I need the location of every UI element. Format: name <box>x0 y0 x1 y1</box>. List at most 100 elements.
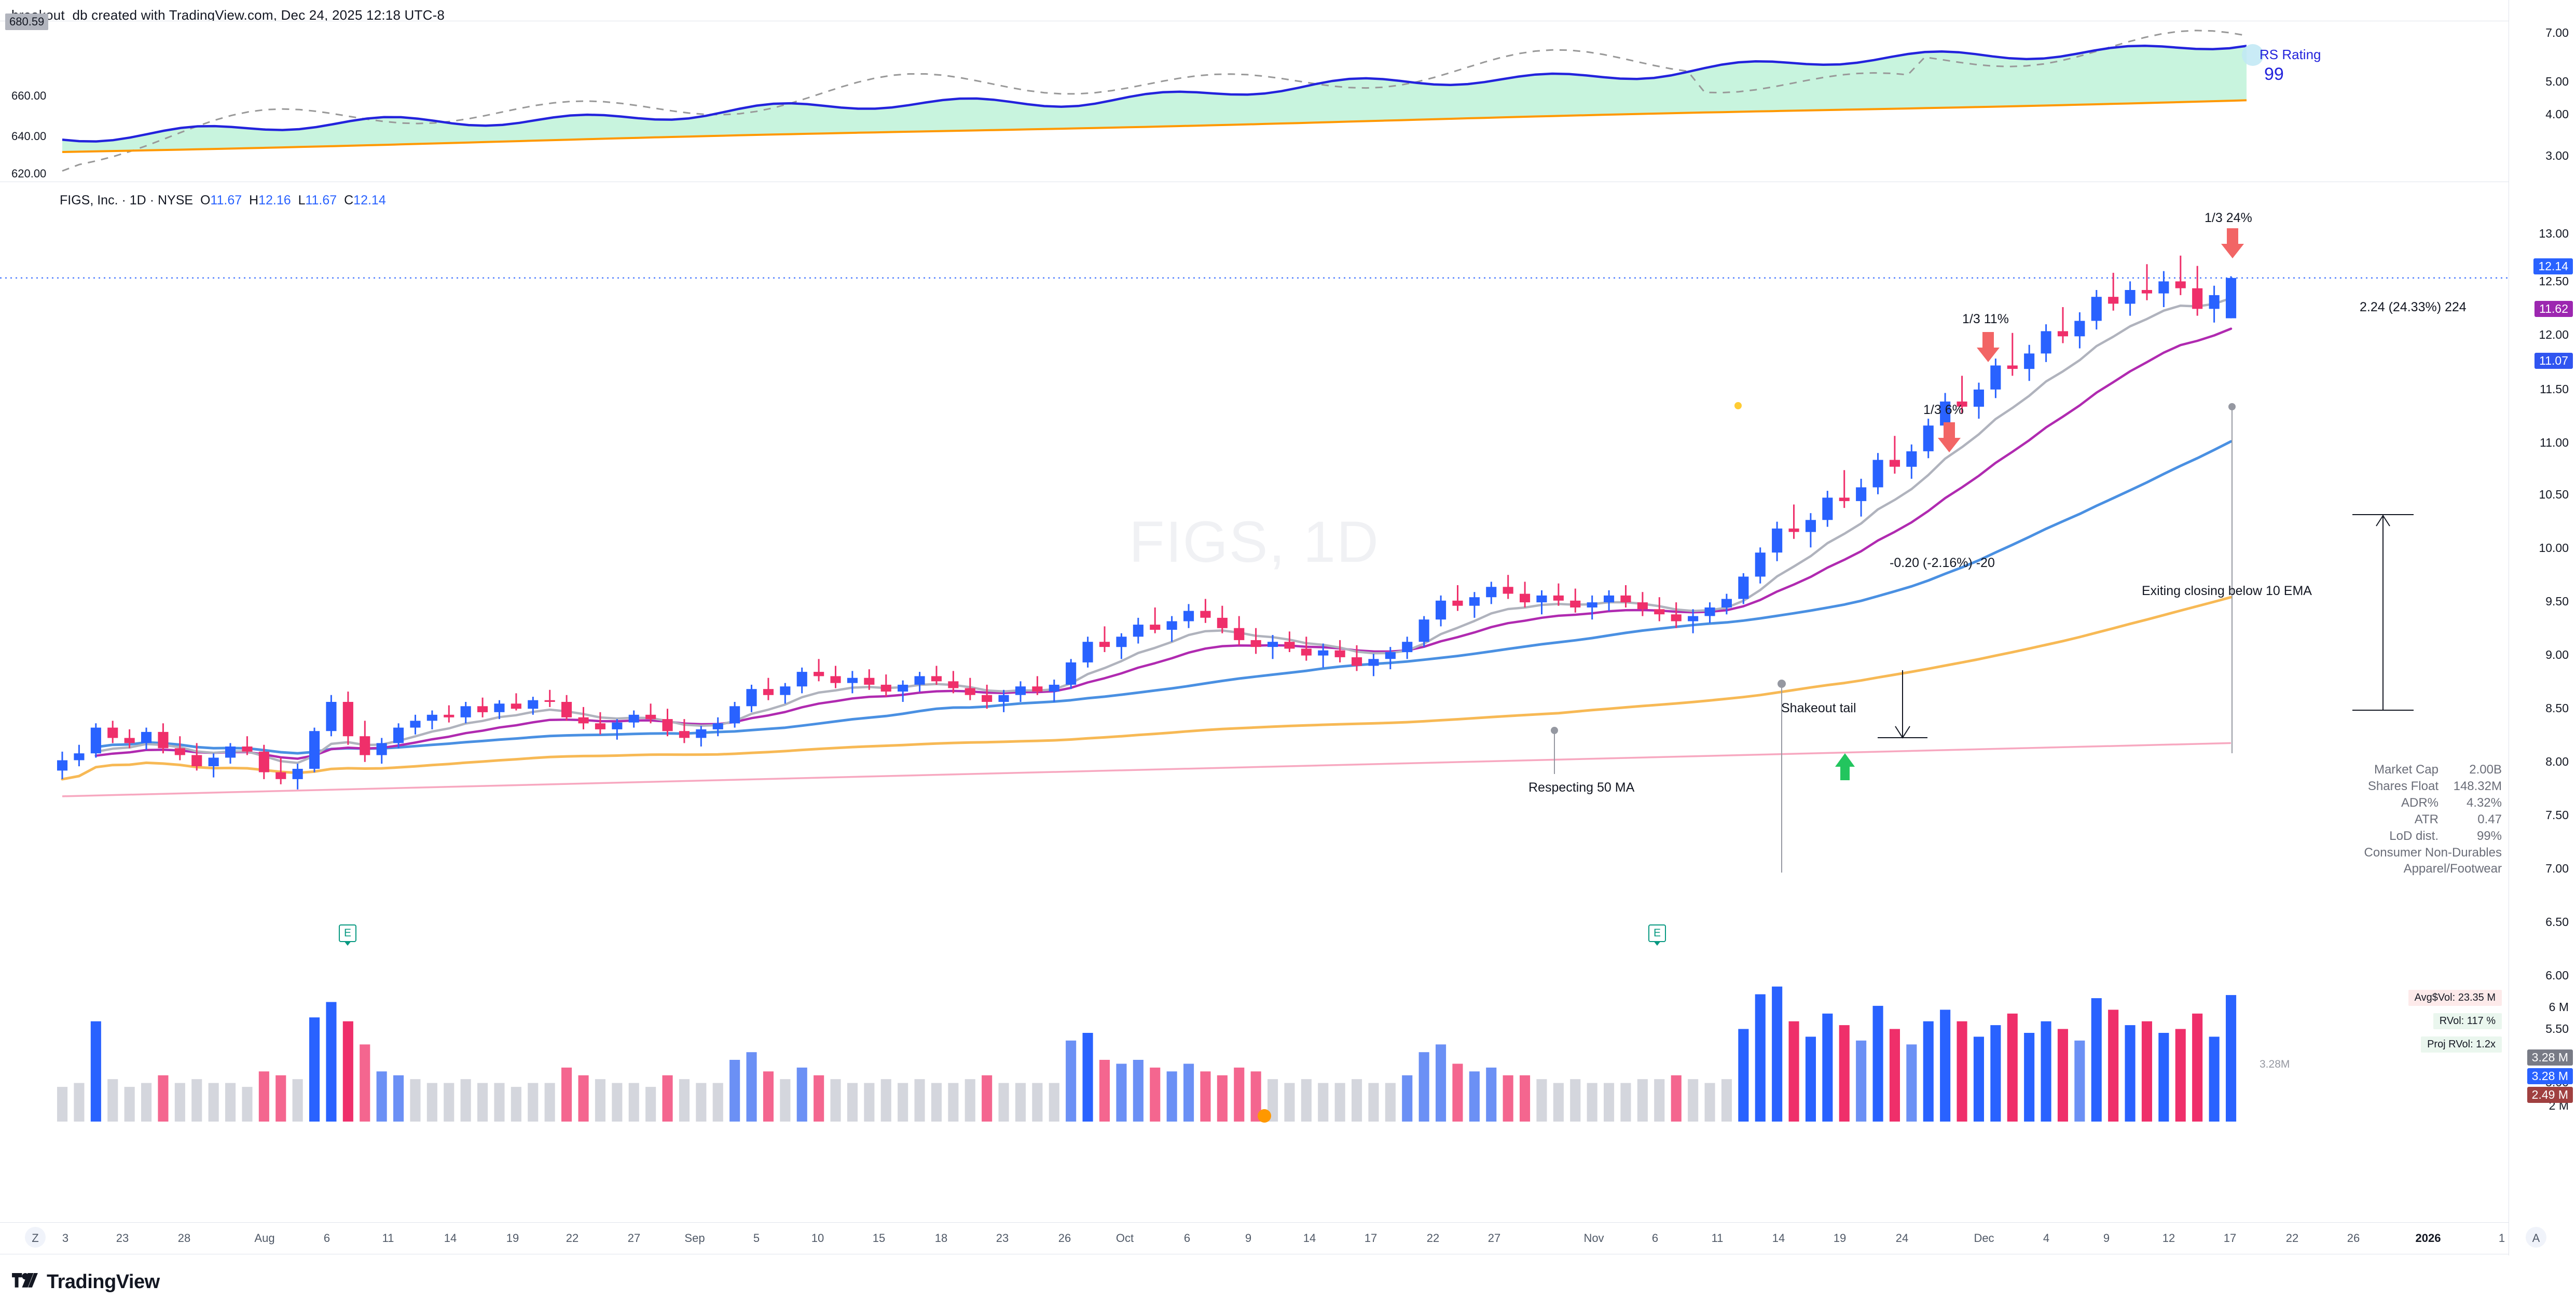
price-axis-label: 5.50 <box>2545 1022 2569 1035</box>
tradingview-mark-icon <box>12 1273 38 1288</box>
price-axis-label: 11.50 <box>2540 382 2569 396</box>
stats-label: ATR <box>2414 812 2439 826</box>
time-axis-tick: 11 <box>382 1232 394 1245</box>
legend-low-label: L <box>298 193 306 208</box>
price-scale[interactable]: 7.00 5.00 4.00 3.00 13.00 12.50 12.00 11… <box>2509 0 2576 1313</box>
price-axis-label: 10.50 <box>2539 488 2569 501</box>
time-axis-tick: 6 <box>1183 1232 1191 1245</box>
legend-interval: 1D <box>129 193 146 208</box>
time-axis-tick: 3 <box>62 1232 69 1245</box>
price-chart-panel <box>0 183 2509 924</box>
time-axis-tick: A <box>2532 1232 2540 1245</box>
time-axis-tick: 22 <box>566 1232 579 1245</box>
volume-last-badge: 3.28 M <box>2527 1068 2573 1085</box>
rs-axis-label: 4.00 <box>2545 107 2569 121</box>
rs-axis-label: 7.00 <box>2545 26 2569 39</box>
time-axis-tick: 28 <box>177 1232 191 1245</box>
price-axis-label: 9.00 <box>2545 648 2569 661</box>
earnings-marker[interactable]: E <box>339 924 356 946</box>
rs-rating-panel <box>0 21 2509 182</box>
time-axis-tick: 22 <box>1426 1232 1440 1245</box>
price-axis-label: 8.00 <box>2545 755 2569 768</box>
stats-value: 2.00B <box>2469 763 2502 777</box>
annotation-exit-note: Exiting closing below 10 EMA <box>2142 584 2312 598</box>
time-axis-tick: 9 <box>1245 1232 1252 1245</box>
volume-avg-badge: 3.28 M <box>2527 1049 2573 1066</box>
time-axis-tick: 4 <box>2043 1232 2050 1245</box>
time-axis-tick: 14 <box>1772 1232 1785 1245</box>
price-axis-label: 11.00 <box>2540 436 2569 449</box>
time-axis[interactable]: Z 3 23 28 Aug 6 11 14 19 22 27 Sep 5 10 15 18 23 26 Oct 6 9 1… <box>0 1222 2546 1254</box>
legend-close-label: C <box>344 193 354 208</box>
time-axis-tick: Dec <box>1974 1232 1994 1245</box>
annotation-sell-third-6: 1/3 6% <box>1923 403 1964 417</box>
time-axis-tick: Oct <box>1115 1232 1134 1245</box>
earnings-marker[interactable]: E <box>1648 924 1666 946</box>
legend-open-value: 11.67 <box>210 193 242 208</box>
time-axis-tick: 17 <box>1364 1232 1377 1245</box>
time-axis-tick: 17 <box>2223 1232 2237 1245</box>
annotation-shakeout-note: Shakeout tail <box>1781 701 1856 715</box>
stats-label: LoD dist. <box>2389 828 2439 843</box>
volume-panel <box>0 952 2509 1222</box>
time-axis-tick: 5 <box>753 1232 760 1245</box>
stats-sector: Consumer Non-Durables <box>2364 845 2502 860</box>
rs-chart-svg <box>62 30 2247 172</box>
time-axis-tick: 10 <box>811 1232 824 1245</box>
stats-row: ADR% 4.32% <box>2361 795 2502 811</box>
price-axis-label: 12.50 <box>2539 274 2569 288</box>
price-axis-label: 8.50 <box>2545 701 2569 715</box>
price-axis-label: 10.00 <box>2539 541 2569 555</box>
time-axis-tick: 12 <box>2162 1232 2175 1245</box>
annotation-sell-third-24: 1/3 24% <box>2205 211 2252 225</box>
rs-axis-label: 3.00 <box>2545 149 2569 162</box>
stats-row: ATR 0.47 <box>2361 811 2502 828</box>
stats-value: 4.32% <box>2466 795 2502 810</box>
rs-rating-marker-dot <box>2242 44 2264 66</box>
volume-axis-label: 6 M <box>2549 1000 2569 1014</box>
bottom-bar: TradingView <box>0 1255 2576 1313</box>
legend-exchange: NYSE <box>157 193 194 208</box>
price-axis-label: 7.00 <box>2545 862 2569 875</box>
time-axis-tick: 9 <box>2103 1232 2110 1245</box>
time-axis-pill[interactable] <box>25 1227 46 1248</box>
stats-panel: Market Cap 2.00B Shares Float 148.32M AD… <box>2361 762 2502 877</box>
price-chart-svg <box>0 228 2509 873</box>
time-axis-tick: 6 <box>1651 1232 1659 1245</box>
legend-open-label: O <box>200 193 211 208</box>
time-axis-pill[interactable] <box>2526 1227 2546 1248</box>
stats-value: 99% <box>2476 828 2502 843</box>
time-axis-tick: 15 <box>872 1232 886 1245</box>
time-axis-tick: 18 <box>934 1232 948 1245</box>
ohlc-legend: FIGS, Inc. · 1D · NYSE O11.67 H12.16 L11… <box>60 193 386 208</box>
annotation-measure-gain: 2.24 (24.33%) 224 <box>2360 300 2467 314</box>
proj-rvol-badge: Proj RVol: 1.2x <box>2421 1036 2502 1053</box>
price-axis-label: 12.00 <box>2539 328 2569 341</box>
legend-low-value: 11.67 <box>305 193 337 208</box>
avg-dollar-vol-badge: Avg$Vol: 23.35 M <box>2408 990 2502 1006</box>
watermark-title: breakout_db created with TradingView.com… <box>11 7 445 23</box>
time-axis-tick: 26 <box>1058 1232 1071 1245</box>
time-axis-tick: 6 <box>323 1232 330 1245</box>
time-axis-tick: 14 <box>444 1232 457 1245</box>
last-price-badge: 12.14 <box>2533 258 2573 275</box>
time-axis-tick: 26 <box>2347 1232 2360 1245</box>
time-axis-tick: 19 <box>1833 1232 1847 1245</box>
stats-row: Market Cap 2.00B <box>2361 762 2502 778</box>
time-axis-tick: 14 <box>1303 1232 1316 1245</box>
rs-rating-value: 99 <box>2264 64 2284 84</box>
time-axis-tick: 27 <box>627 1232 641 1245</box>
ma50-price-badge: 11.07 <box>2534 353 2573 369</box>
stats-label: Shares Float <box>2367 779 2439 793</box>
tradingview-wordmark: TradingView <box>47 1271 160 1293</box>
rs-left-label-640: 640.00 <box>11 130 47 143</box>
price-axis-label: 9.50 <box>2545 595 2569 608</box>
price-axis-label: 13.00 <box>2539 227 2569 240</box>
rs-left-label-660: 660.00 <box>11 89 47 102</box>
ma21-price-badge: 11.62 <box>2534 301 2573 317</box>
stats-row: LoD dist. 99% <box>2361 828 2502 845</box>
price-axis-label: 6.50 <box>2545 915 2569 929</box>
time-axis-tick: Aug <box>254 1232 275 1245</box>
tradingview-logo[interactable]: TradingView <box>11 1271 160 1293</box>
stats-row: Shares Float 148.32M <box>2361 778 2502 795</box>
